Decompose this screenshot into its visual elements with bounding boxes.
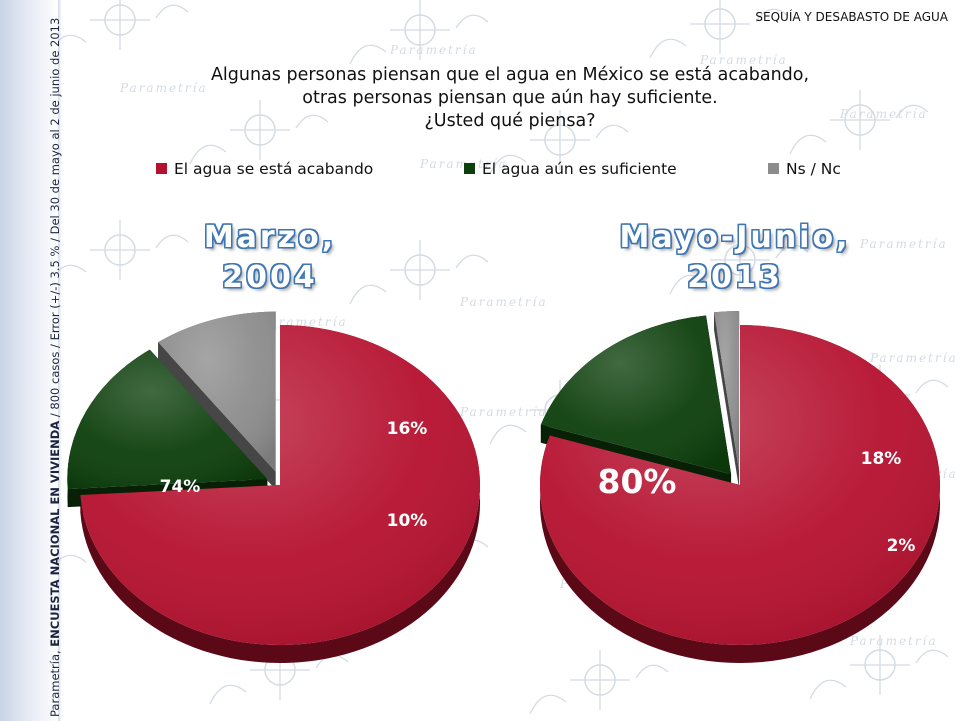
legend-swatch xyxy=(768,163,779,174)
pie-slice-gloss xyxy=(67,349,268,490)
left-decorative-strip xyxy=(0,0,58,721)
watermark-text: Parametría xyxy=(839,107,928,121)
chart-title-line: Mayo-Junio, xyxy=(619,220,851,255)
watermark-text: Parametría xyxy=(869,351,958,365)
watermark-motif xyxy=(489,110,629,175)
watermark-text: Parametría xyxy=(699,53,788,67)
legend-item-acabando: El agua se está acabando xyxy=(156,160,373,178)
pie-slice-wall xyxy=(158,342,276,490)
pie-slice-gloss xyxy=(80,325,480,645)
watermark-motif xyxy=(49,220,189,285)
chart-title-line: 2013 xyxy=(687,260,783,295)
pie-slice-gloss xyxy=(540,315,732,475)
watermark-motif xyxy=(349,240,489,305)
watermark-motif xyxy=(189,100,329,165)
legend-item-ns-nc: Ns / Nc xyxy=(768,160,841,178)
watermark-motif xyxy=(669,230,809,295)
topic-header: SEQUÍA Y DESABASTO DE AGUA xyxy=(755,10,948,24)
pie-slice-gloss xyxy=(158,311,276,472)
chart-title-line: Marzo, xyxy=(203,220,337,255)
watermark-text: Parametría xyxy=(459,295,548,309)
watermark-text: Parametría xyxy=(119,81,208,95)
legend-label: El agua se está acabando xyxy=(174,160,374,178)
pie-slice-wall xyxy=(714,312,740,490)
pie-data-label: 10% xyxy=(387,511,428,531)
chart-legend: El agua se está acabando El agua aún es … xyxy=(0,160,961,184)
pie-data-label: 74% xyxy=(160,477,201,497)
chart-title-2004: Marzo, 2004 xyxy=(140,218,400,298)
question-line: ¿Usted qué piensa? xyxy=(424,111,596,131)
pie-data-label: 80% xyxy=(598,462,677,501)
watermark-motif xyxy=(349,0,489,65)
legend-swatch xyxy=(156,163,167,174)
left-strip-edge xyxy=(58,0,62,721)
chart-title-line: 2004 xyxy=(222,260,318,295)
legend-label: Ns / Nc xyxy=(786,160,841,178)
pie-data-label: 16% xyxy=(387,419,428,439)
legend-item-suficiente: El agua aún es suficiente xyxy=(464,160,677,178)
watermark-motif xyxy=(649,0,789,59)
pie-chart-2: 80% 18% 2% xyxy=(539,311,940,664)
pie-slice-gloss xyxy=(539,325,940,645)
watermark-motif xyxy=(789,90,929,155)
watermark-text: Parametría xyxy=(389,43,478,57)
watermark-text: Parametría xyxy=(859,237,948,251)
watermark-motif xyxy=(809,635,949,700)
legend-swatch xyxy=(464,163,475,174)
watermark-motif xyxy=(529,650,669,715)
pie-data-label: 18% xyxy=(861,449,902,469)
pie-chart-1: 74% 16% 10% xyxy=(67,311,480,663)
survey-question: Algunas personas piensan que el agua en … xyxy=(120,64,900,133)
watermark-text: Parametría xyxy=(419,157,508,171)
pie-slice-gloss xyxy=(714,311,740,472)
pie-data-label: 2% xyxy=(887,536,916,556)
legend-label: El agua aún es suficiente xyxy=(482,160,677,178)
watermark-text: Parametría xyxy=(849,634,938,648)
watermark-text: Parametría xyxy=(459,405,548,419)
chart-title-2013: Mayo-Junio, 2013 xyxy=(570,218,900,298)
question-line: otras personas piensan que aún hay sufic… xyxy=(302,88,718,108)
question-line: Algunas personas piensan que el agua en … xyxy=(210,65,810,85)
